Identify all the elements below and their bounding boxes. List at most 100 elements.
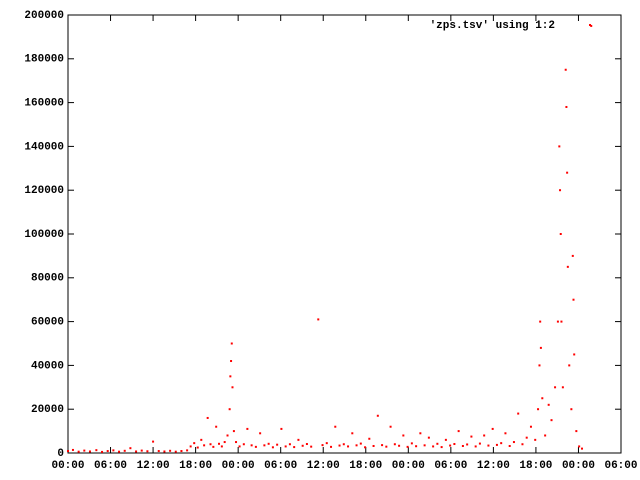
point: [406, 445, 409, 448]
point: [325, 442, 328, 445]
point: [561, 386, 564, 389]
point: [203, 444, 206, 447]
point: [566, 171, 569, 174]
point: [504, 432, 507, 435]
y-tick-label: 120000: [24, 185, 64, 197]
point: [432, 445, 435, 448]
point: [575, 430, 578, 433]
point: [263, 444, 266, 447]
point: [470, 435, 473, 438]
point: [189, 445, 192, 448]
point: [284, 445, 287, 448]
point: [487, 444, 490, 447]
point: [223, 441, 226, 444]
point: [573, 353, 576, 356]
point: [444, 438, 447, 441]
point: [483, 434, 486, 437]
point: [112, 449, 115, 452]
point: [106, 450, 109, 453]
point: [539, 320, 542, 323]
point: [180, 450, 183, 453]
point: [368, 437, 371, 440]
point: [355, 444, 358, 447]
point: [317, 318, 320, 321]
point: [229, 375, 232, 378]
point: [297, 438, 300, 441]
point: [88, 450, 91, 453]
point: [495, 443, 498, 446]
point: [71, 448, 74, 451]
x-tick-label: 00:00: [392, 460, 425, 472]
point: [402, 434, 405, 437]
point: [508, 444, 511, 447]
point: [427, 436, 430, 439]
point: [521, 443, 524, 446]
x-tick-label: 06:00: [264, 460, 297, 472]
point: [267, 442, 270, 445]
point: [259, 432, 262, 435]
point: [123, 449, 126, 452]
point: [560, 320, 563, 323]
point: [541, 397, 544, 400]
y-tick-label: 200000: [24, 10, 64, 22]
point: [572, 298, 575, 301]
point: [568, 364, 571, 367]
point: [140, 449, 143, 452]
point: [554, 386, 557, 389]
point: [581, 447, 584, 450]
point: [206, 416, 209, 419]
point: [558, 145, 561, 148]
point: [218, 442, 221, 445]
x-tick-label: 06:00: [94, 460, 127, 472]
point: [226, 434, 229, 437]
point: [364, 446, 367, 449]
point: [556, 320, 559, 323]
point: [193, 442, 196, 445]
point: [466, 443, 469, 446]
x-tick-label: 12:00: [137, 460, 170, 472]
point: [419, 432, 422, 435]
point: [517, 412, 520, 415]
point: [571, 254, 574, 257]
point: [578, 445, 581, 448]
y-tick-label: 180000: [24, 54, 64, 66]
point: [230, 360, 233, 363]
x-tick-label: 12:00: [307, 460, 340, 472]
point: [338, 444, 341, 447]
point: [590, 24, 593, 27]
point: [525, 436, 528, 439]
point: [254, 445, 257, 448]
point: [305, 443, 308, 446]
x-tick-label: 18:00: [519, 460, 552, 472]
point: [537, 408, 540, 411]
point: [101, 450, 104, 453]
point: [271, 446, 274, 449]
point: [436, 442, 439, 445]
point: [398, 444, 401, 447]
point: [440, 446, 443, 449]
y-tick-label: 160000: [24, 98, 64, 110]
point: [347, 445, 350, 448]
y-tick-label: 140000: [24, 141, 64, 153]
point: [457, 430, 460, 433]
point: [474, 445, 477, 448]
point: [570, 408, 573, 411]
point: [276, 443, 279, 446]
point: [280, 427, 283, 430]
x-tick-label: 00:00: [51, 460, 84, 472]
point: [235, 441, 238, 444]
point: [209, 443, 212, 446]
point: [288, 443, 291, 446]
point: [415, 445, 418, 448]
point: [500, 442, 503, 445]
point: [186, 449, 189, 452]
y-tick-label: 40000: [31, 360, 64, 372]
point: [393, 443, 396, 446]
point: [174, 450, 177, 453]
point: [301, 444, 304, 447]
point: [152, 440, 155, 443]
point: [565, 105, 568, 108]
point: [215, 425, 218, 428]
